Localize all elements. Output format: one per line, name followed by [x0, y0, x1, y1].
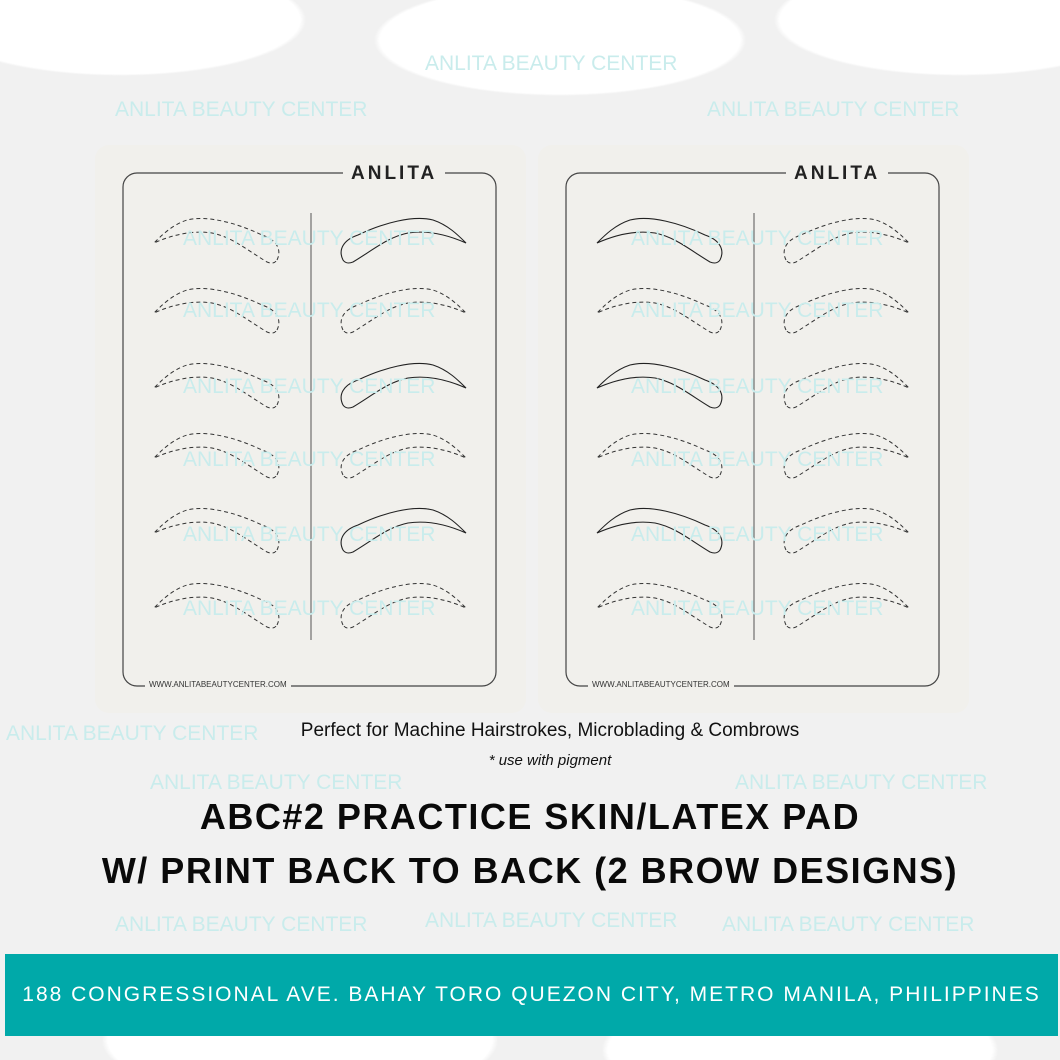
- dashed-brow-outline: [153, 362, 280, 409]
- dashed-brow-outline: [783, 287, 910, 334]
- solid-brow-outline: [340, 217, 467, 264]
- headline-line-1: ABC#2 PRACTICE SKIN/LATEX PAD: [199, 796, 861, 837]
- dashed-brow-outline: [340, 287, 467, 334]
- dashed-brow-outline: [783, 432, 910, 479]
- headline-line-2: W/ PRINT BACK TO BACK (2 BROW DESIGNS): [101, 850, 959, 891]
- dashed-brow-outline: [596, 287, 723, 334]
- dashed-brow-outline: [783, 362, 910, 409]
- watermark: ANLITA BEAUTY CENTER: [735, 771, 988, 794]
- pad-frame: [122, 172, 497, 687]
- tagline: Perfect for Machine Hairstrokes, Microbl…: [300, 720, 800, 741]
- dashed-brow-outline: [153, 217, 280, 264]
- watermark: ANLITA BEAUTY CENTER: [707, 98, 960, 121]
- solid-brow-outline: [596, 507, 723, 554]
- brow-template: [565, 172, 940, 687]
- dashed-brow-outline: [340, 582, 467, 629]
- dashed-brow-outline: [153, 507, 280, 554]
- watermark: ANLITA BEAUTY CENTER: [115, 98, 368, 121]
- address-text: 188 CONGRESSIONAL AVE. BAHAY TORO QUEZON…: [22, 983, 1041, 1006]
- solid-brow-outline: [596, 217, 723, 264]
- watermark: ANLITA BEAUTY CENTER: [115, 913, 368, 936]
- watermark: ANLITA BEAUTY CENTER: [722, 913, 975, 936]
- dashed-brow-outline: [340, 432, 467, 479]
- pad-frame: [565, 172, 940, 687]
- website-url: WWW.ANLITABEAUTYCENTER.COM: [588, 680, 734, 689]
- practice-pad: ANLITA WWW.ANLITABEAUTYCENTER.COM: [538, 145, 969, 713]
- dashed-brow-outline: [153, 287, 280, 334]
- solid-brow-outline: [596, 362, 723, 409]
- dashed-brow-outline: [153, 582, 280, 629]
- solid-brow-outline: [340, 507, 467, 554]
- pigment-note: * use with pigment: [488, 752, 612, 769]
- dashed-brow-outline: [783, 582, 910, 629]
- watermark: ANLITA BEAUTY CENTER: [150, 771, 403, 794]
- website-url: WWW.ANLITABEAUTYCENTER.COM: [145, 680, 291, 689]
- solid-brow-outline: [340, 362, 467, 409]
- watermark: ANLITA BEAUTY CENTER: [425, 52, 678, 75]
- anlita-logo: ANLITA: [343, 163, 446, 185]
- address-banner: 188 CONGRESSIONAL AVE. BAHAY TORO QUEZON…: [5, 954, 1058, 1036]
- dashed-brow-outline: [783, 217, 910, 264]
- watermark: ANLITA BEAUTY CENTER: [425, 909, 678, 932]
- dashed-brow-outline: [596, 432, 723, 479]
- dashed-brow-outline: [153, 432, 280, 479]
- dashed-brow-outline: [783, 507, 910, 554]
- anlita-logo: ANLITA: [786, 163, 889, 185]
- brow-template: [122, 172, 497, 687]
- practice-pad: ANLITA WWW.ANLITABEAUTYCENTER.COM: [95, 145, 526, 713]
- dashed-brow-outline: [596, 582, 723, 629]
